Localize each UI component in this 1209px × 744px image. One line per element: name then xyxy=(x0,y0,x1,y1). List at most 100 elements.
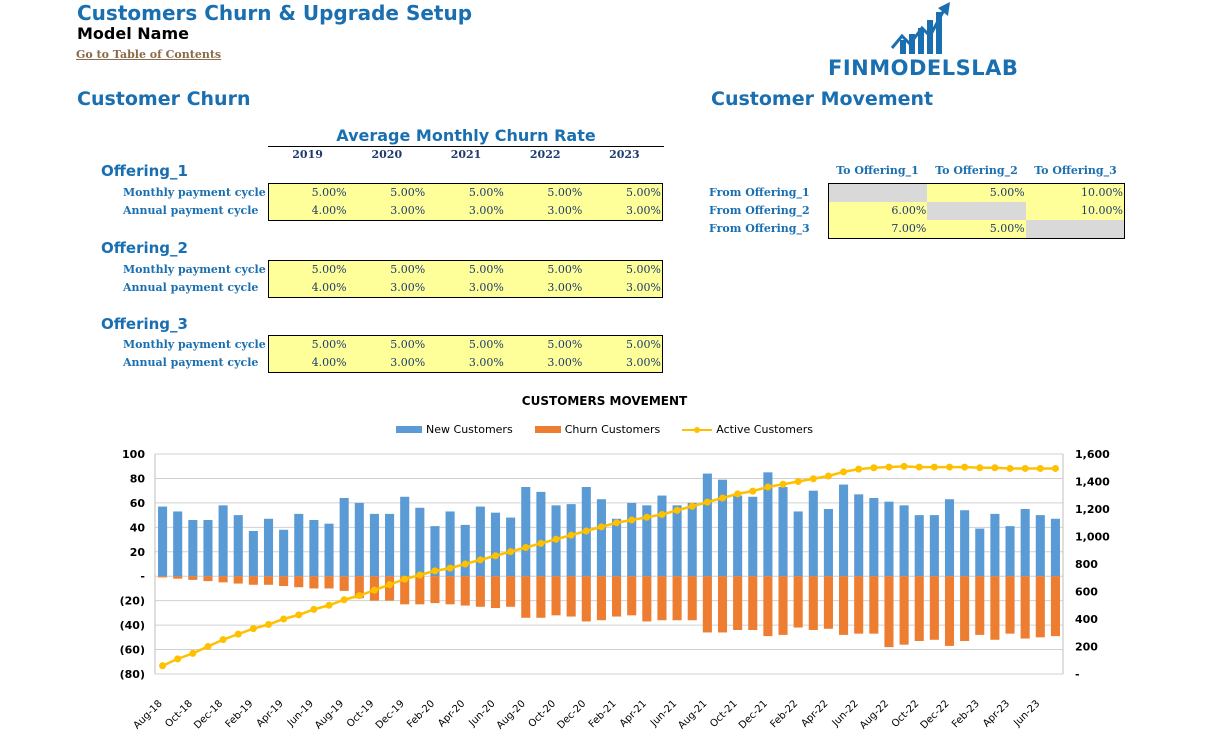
churn-input-cell[interactable]: 5.00% xyxy=(390,186,426,199)
churn-customers-bar xyxy=(854,576,864,634)
new-customers-bar xyxy=(445,511,455,577)
active-customers-point xyxy=(794,478,802,485)
churn-customers-bar xyxy=(203,576,213,582)
churn-input-cell[interactable]: 4.00% xyxy=(311,356,347,369)
churn-customers-bar xyxy=(248,576,258,585)
movement-input-cell[interactable]: 6.00% xyxy=(829,202,928,220)
churn-input-cell[interactable]: 5.00% xyxy=(390,338,426,351)
churn-input-cell[interactable]: 3.00% xyxy=(468,356,504,369)
movement-row-label: From Offering_3 xyxy=(709,222,810,235)
churn-customers-bar xyxy=(702,576,712,633)
churn-input-cell[interactable]: 5.00% xyxy=(547,186,583,199)
movement-input-cell[interactable]: 7.00% xyxy=(829,220,928,238)
active-customers-point xyxy=(734,490,742,498)
y-left-tick-label: 80 xyxy=(130,472,146,485)
x-tick-label: Aug-18 xyxy=(132,698,165,731)
churn-customers-bar xyxy=(354,576,364,599)
new-customers-bar xyxy=(899,505,909,577)
active-customers-point xyxy=(567,531,575,539)
active-customers-point xyxy=(809,475,817,483)
churn-input-cell[interactable]: 3.00% xyxy=(468,204,504,217)
churn-input-cell[interactable]: 3.00% xyxy=(390,281,426,294)
churn-customers-bar xyxy=(960,576,970,641)
movement-grid: 5.00% 10.00% 6.00% 10.00% 7.00% 5.00% xyxy=(828,183,1125,239)
churn-input-cell[interactable]: 3.00% xyxy=(390,356,426,369)
customer-churn-heading: Customer Churn xyxy=(77,88,251,110)
year-header: 2019 xyxy=(292,148,323,161)
legend-line-swatch xyxy=(682,426,713,433)
row-label: Annual payment cycle xyxy=(123,281,259,294)
movement-input-cell[interactable]: 10.00% xyxy=(1025,202,1124,220)
churn-customers-bar xyxy=(536,576,546,618)
churn-customers-bar xyxy=(884,576,894,648)
new-customers-bar xyxy=(748,496,758,577)
churn-input-cell[interactable]: 3.00% xyxy=(547,204,583,217)
new-customers-bar xyxy=(884,501,894,577)
active-customers-point xyxy=(597,523,605,531)
churn-input-cell[interactable]: 3.00% xyxy=(547,281,583,294)
new-customers-bar xyxy=(263,518,274,577)
new-customers-bar xyxy=(929,515,939,577)
churn-input-cell[interactable]: 3.00% xyxy=(626,281,661,294)
movement-input-cell[interactable]: 10.00% xyxy=(1025,184,1124,202)
churn-customers-bar xyxy=(324,576,334,589)
churn-input-cell[interactable]: 3.00% xyxy=(626,356,661,369)
active-customers-point xyxy=(900,462,908,470)
new-customers-bar xyxy=(339,498,349,577)
customer-movement-heading: Customer Movement xyxy=(711,88,934,110)
active-customers-point xyxy=(325,601,333,609)
table-row: 5.00% 5.00% 5.00% 5.00% 5.00% xyxy=(269,261,662,279)
active-customers-point xyxy=(355,592,363,600)
churn-customers-bar xyxy=(748,576,758,630)
active-customers-point xyxy=(507,548,515,556)
churn-input-cell[interactable]: 5.00% xyxy=(390,263,426,276)
legend-item-churn-customers: Churn Customers xyxy=(534,423,660,436)
churn-input-cell[interactable]: 3.00% xyxy=(390,204,426,217)
churn-input-cell[interactable]: 5.00% xyxy=(626,263,661,276)
churn-input-cell[interactable]: 3.00% xyxy=(547,356,583,369)
churn-input-cell[interactable]: 5.00% xyxy=(626,186,661,199)
churn-input-cell[interactable]: 3.00% xyxy=(626,204,661,217)
movement-input-cell[interactable]: 5.00% xyxy=(927,184,1026,202)
new-customers-bar xyxy=(612,518,622,577)
churn-input-cell[interactable]: 5.00% xyxy=(311,338,347,351)
churn-customers-bar xyxy=(506,576,516,607)
active-customers-point xyxy=(643,513,651,521)
churn-input-cell[interactable]: 5.00% xyxy=(468,338,504,351)
churn-customers-bar xyxy=(823,576,833,629)
active-customers-point xyxy=(280,615,288,623)
legend-item-new-customers: New Customers xyxy=(396,423,513,436)
x-tick-label: Dec-19 xyxy=(374,698,407,731)
churn-input-cell[interactable]: 5.00% xyxy=(311,186,347,199)
active-customers-point xyxy=(234,630,242,638)
new-customers-bar xyxy=(1005,526,1015,577)
churn-input-cell[interactable]: 3.00% xyxy=(468,281,504,294)
y-right-tick-label: - xyxy=(1075,668,1080,681)
churn-input-cell[interactable]: 5.00% xyxy=(311,263,347,276)
new-customers-bar xyxy=(158,506,168,577)
churn-customers-bar xyxy=(778,576,788,635)
churn-input-cell[interactable]: 4.00% xyxy=(311,204,347,217)
churn-input-cell[interactable]: 4.00% xyxy=(311,281,347,294)
churn-input-cell[interactable]: 5.00% xyxy=(547,263,583,276)
new-customers-bar xyxy=(944,499,955,577)
chart-legend: New Customers Churn Customers Active Cus… xyxy=(0,423,1209,436)
table-row: 4.00% 3.00% 3.00% 3.00% 3.00% xyxy=(269,202,662,220)
new-customers-bar xyxy=(596,499,606,577)
churn-input-cell[interactable]: 5.00% xyxy=(468,263,504,276)
x-tick-label: Aug-22 xyxy=(858,698,891,731)
y-right-tick-label: 600 xyxy=(1075,586,1098,599)
active-customers-point xyxy=(492,552,499,560)
churn-input-cell[interactable]: 5.00% xyxy=(468,186,504,199)
churn-customers-bar xyxy=(158,576,168,578)
movement-input-cell[interactable]: 5.00% xyxy=(927,220,1026,238)
table-of-contents-link[interactable]: Go to Table of Contents xyxy=(76,48,222,61)
churn-customers-bar xyxy=(975,576,985,635)
y-left-tick-label: (60) xyxy=(120,644,145,657)
churn-customers-bar xyxy=(839,576,849,635)
row-label: Monthly payment cycle xyxy=(123,263,266,276)
churn-input-cell[interactable]: 5.00% xyxy=(547,338,583,351)
x-tick-label: Jun-22 xyxy=(830,698,861,729)
churn-input-cell[interactable]: 5.00% xyxy=(626,338,661,351)
active-customers-point xyxy=(673,506,681,514)
